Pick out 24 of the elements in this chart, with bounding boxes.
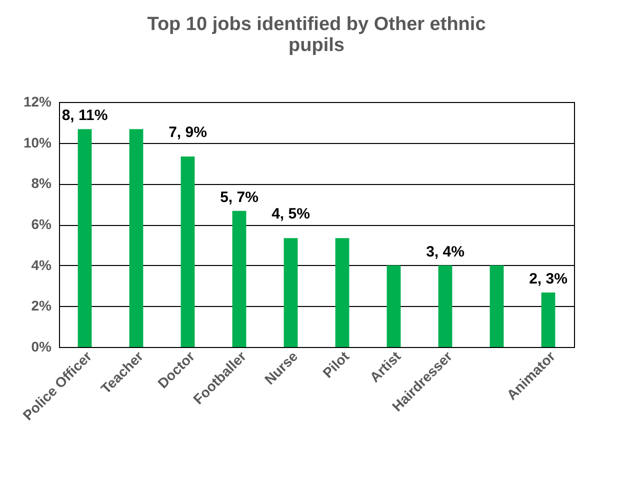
y-tick-label: 10% <box>23 134 52 150</box>
bar <box>232 210 246 347</box>
data-label: 5, 7% <box>220 188 258 206</box>
data-label: 2, 3% <box>529 270 568 288</box>
bar <box>386 265 401 347</box>
y-tick-label: 8% <box>31 175 52 192</box>
bar <box>438 265 452 347</box>
y-tick-label: 12% <box>23 94 52 110</box>
data-label: 3, 4% <box>426 243 464 260</box>
y-tick-label: 4% <box>31 256 52 273</box>
bar <box>490 265 504 347</box>
y-tick-label: 2% <box>31 298 52 314</box>
y-tick-label: 6% <box>31 216 52 232</box>
y-tick-label: 0% <box>31 338 52 354</box>
bar <box>78 129 92 347</box>
chart-title: Top 10 jobs identified by Other ethnic pupils <box>147 14 486 56</box>
data-label: 7, 9% <box>168 124 207 141</box>
data-label: 8, 11% <box>62 107 108 124</box>
bar <box>129 129 144 347</box>
bar <box>284 238 298 347</box>
bar <box>335 238 350 347</box>
bar <box>541 292 556 347</box>
bar <box>180 156 195 347</box>
data-label: 4, 5% <box>272 206 310 222</box>
